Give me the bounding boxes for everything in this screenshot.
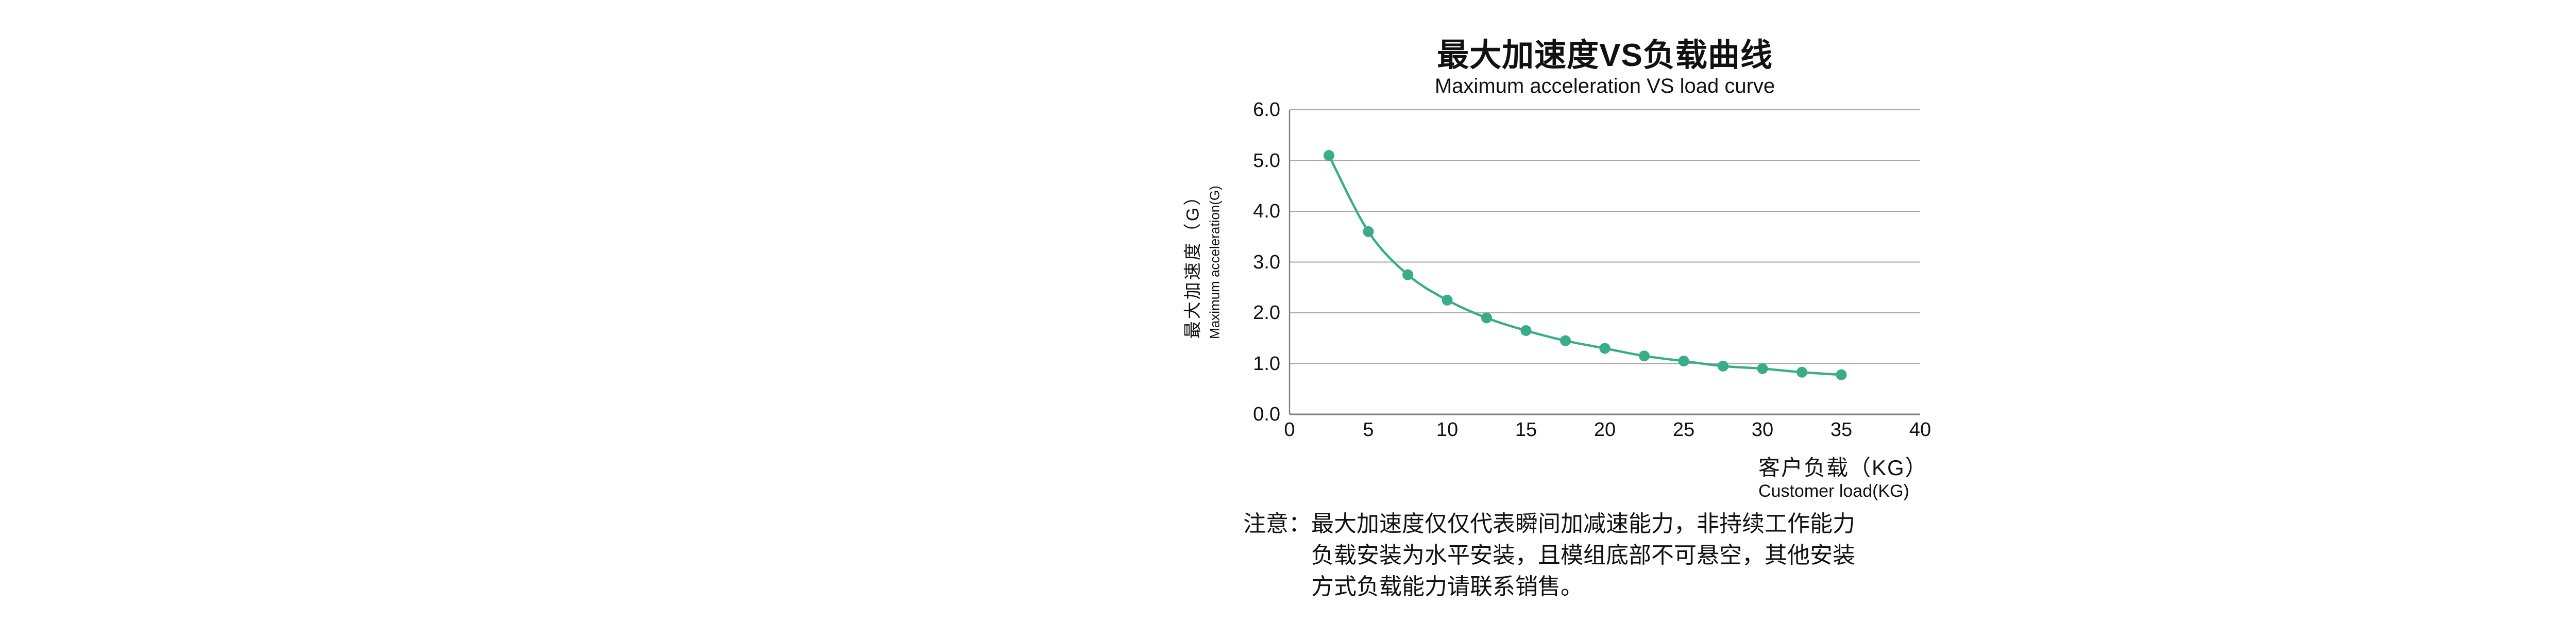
y-tick-label-1.0: 1.0 bbox=[1253, 352, 1280, 375]
y-tick-label-4.0: 4.0 bbox=[1253, 200, 1280, 222]
data-point-15kg bbox=[1520, 325, 1532, 336]
chart-title: 最大加速度VS负载曲线 bbox=[1437, 38, 1773, 73]
y-tick-label-2.0: 2.0 bbox=[1253, 302, 1280, 324]
note-text: 最大加速度仅仅代表瞬间加减速能力，非持续工作能力 负载安装为水平安装，且模组底部… bbox=[1311, 508, 1887, 602]
data-point-10kg bbox=[1442, 294, 1453, 306]
x-tick-label-0: 0 bbox=[1284, 419, 1295, 441]
x-tick-label-35: 35 bbox=[1830, 419, 1853, 441]
data-point-30kg bbox=[1757, 363, 1768, 374]
x-tick-label-40: 40 bbox=[1909, 419, 1931, 441]
chart-subtitle: Maximum acceleration VS load curve bbox=[1434, 75, 1775, 97]
data-point-17.5kg bbox=[1560, 335, 1571, 346]
data-point-5kg bbox=[1363, 226, 1374, 237]
data-point-35kg bbox=[1836, 369, 1847, 380]
x-axis-title: 客户负载（KG） bbox=[1758, 456, 1928, 480]
note-block: 注意： 最大加速度仅仅代表瞬间加减速能力，非持续工作能力 负载安装为水平安装，且… bbox=[1243, 508, 1887, 602]
note-prefix: 注意： bbox=[1243, 511, 1311, 536]
data-point-27.5kg bbox=[1718, 360, 1728, 372]
data-point-22.5kg bbox=[1639, 350, 1650, 362]
y-tick-label-0.0: 0.0 bbox=[1253, 404, 1280, 425]
x-tick-label-20: 20 bbox=[1594, 419, 1616, 441]
note-line-1: 最大加速度仅仅代表瞬间加减速能力，非持续工作能力 bbox=[1311, 511, 1855, 536]
note-line-2: 负载安装为水平安装，且模组底部不可悬空，其他安装 bbox=[1311, 543, 1855, 568]
series-line bbox=[1328, 155, 1842, 376]
x-tick-label-25: 25 bbox=[1672, 419, 1695, 441]
x-tick-label-30: 30 bbox=[1751, 419, 1774, 441]
note-line-3: 方式负载能力请联系销售。 bbox=[1311, 574, 1583, 599]
x-axis-title-en: Customer load(KG) bbox=[1758, 481, 1909, 501]
x-tick-label-10: 10 bbox=[1436, 419, 1459, 441]
y-tick-label-5.0: 5.0 bbox=[1253, 149, 1280, 172]
y-tick-label-6.0: 6.0 bbox=[1253, 99, 1280, 121]
data-point-12.5kg bbox=[1481, 312, 1492, 324]
x-tick-label-15: 15 bbox=[1515, 419, 1537, 441]
data-point-7.5kg bbox=[1402, 269, 1413, 280]
y-tick-label-3.0: 3.0 bbox=[1253, 251, 1280, 273]
data-point-2.5kg bbox=[1324, 150, 1334, 161]
x-tick-label-5: 5 bbox=[1363, 419, 1374, 441]
data-point-25kg bbox=[1678, 356, 1689, 367]
data-point-20kg bbox=[1599, 343, 1611, 354]
data-point-32.5kg bbox=[1797, 366, 1807, 378]
